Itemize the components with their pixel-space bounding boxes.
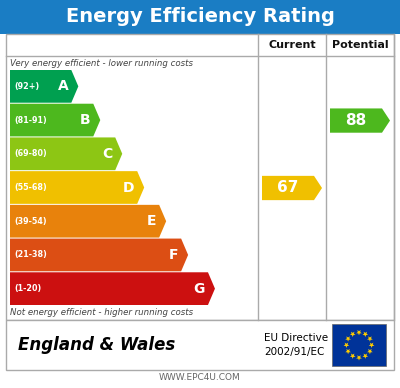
Bar [6,320,394,370]
Text: G: G [194,282,205,296]
Text: (92+): (92+) [14,82,39,91]
Text: (1-20): (1-20) [14,284,41,293]
Text: (55-68): (55-68) [14,183,47,192]
Text: B: B [80,113,90,127]
Text: Potential: Potential [332,40,388,50]
Text: Energy Efficiency Rating: Energy Efficiency Rating [66,7,334,26]
Text: Very energy efficient - lower running costs: Very energy efficient - lower running co… [10,59,193,68]
Polygon shape [362,332,368,337]
Text: England & Wales: England & Wales [18,336,175,354]
Polygon shape [367,336,373,342]
Text: 88: 88 [345,113,367,128]
Bar [332,324,386,366]
Text: (69-80): (69-80) [14,149,47,158]
Polygon shape [10,104,100,137]
Polygon shape [10,272,215,305]
Bar [0,0,400,34]
Polygon shape [10,205,166,237]
Text: E: E [147,214,156,228]
Bar [6,34,394,320]
Polygon shape [10,171,144,204]
Polygon shape [350,332,356,337]
Text: C: C [102,147,112,161]
Polygon shape [10,137,122,170]
Text: 67: 67 [277,180,299,196]
Polygon shape [350,353,356,359]
Polygon shape [367,349,373,354]
Text: F: F [169,248,178,262]
Text: (21-38): (21-38) [14,250,47,260]
Text: EU Directive
2002/91/EC: EU Directive 2002/91/EC [264,333,328,357]
Text: Current: Current [268,40,316,50]
Polygon shape [369,343,374,348]
Polygon shape [330,108,390,133]
Text: Not energy efficient - higher running costs: Not energy efficient - higher running co… [10,308,193,317]
Polygon shape [356,355,362,360]
Text: A: A [58,80,68,94]
Polygon shape [345,336,351,342]
Polygon shape [344,343,349,348]
Polygon shape [345,349,351,354]
Polygon shape [262,176,322,200]
Polygon shape [10,70,78,103]
Text: (39-54): (39-54) [14,217,47,226]
Text: (81-91): (81-91) [14,116,47,125]
Polygon shape [356,330,362,335]
Polygon shape [362,353,368,359]
Polygon shape [10,239,188,271]
Text: D: D [123,180,134,194]
Text: WWW.EPC4U.COM: WWW.EPC4U.COM [159,373,241,382]
